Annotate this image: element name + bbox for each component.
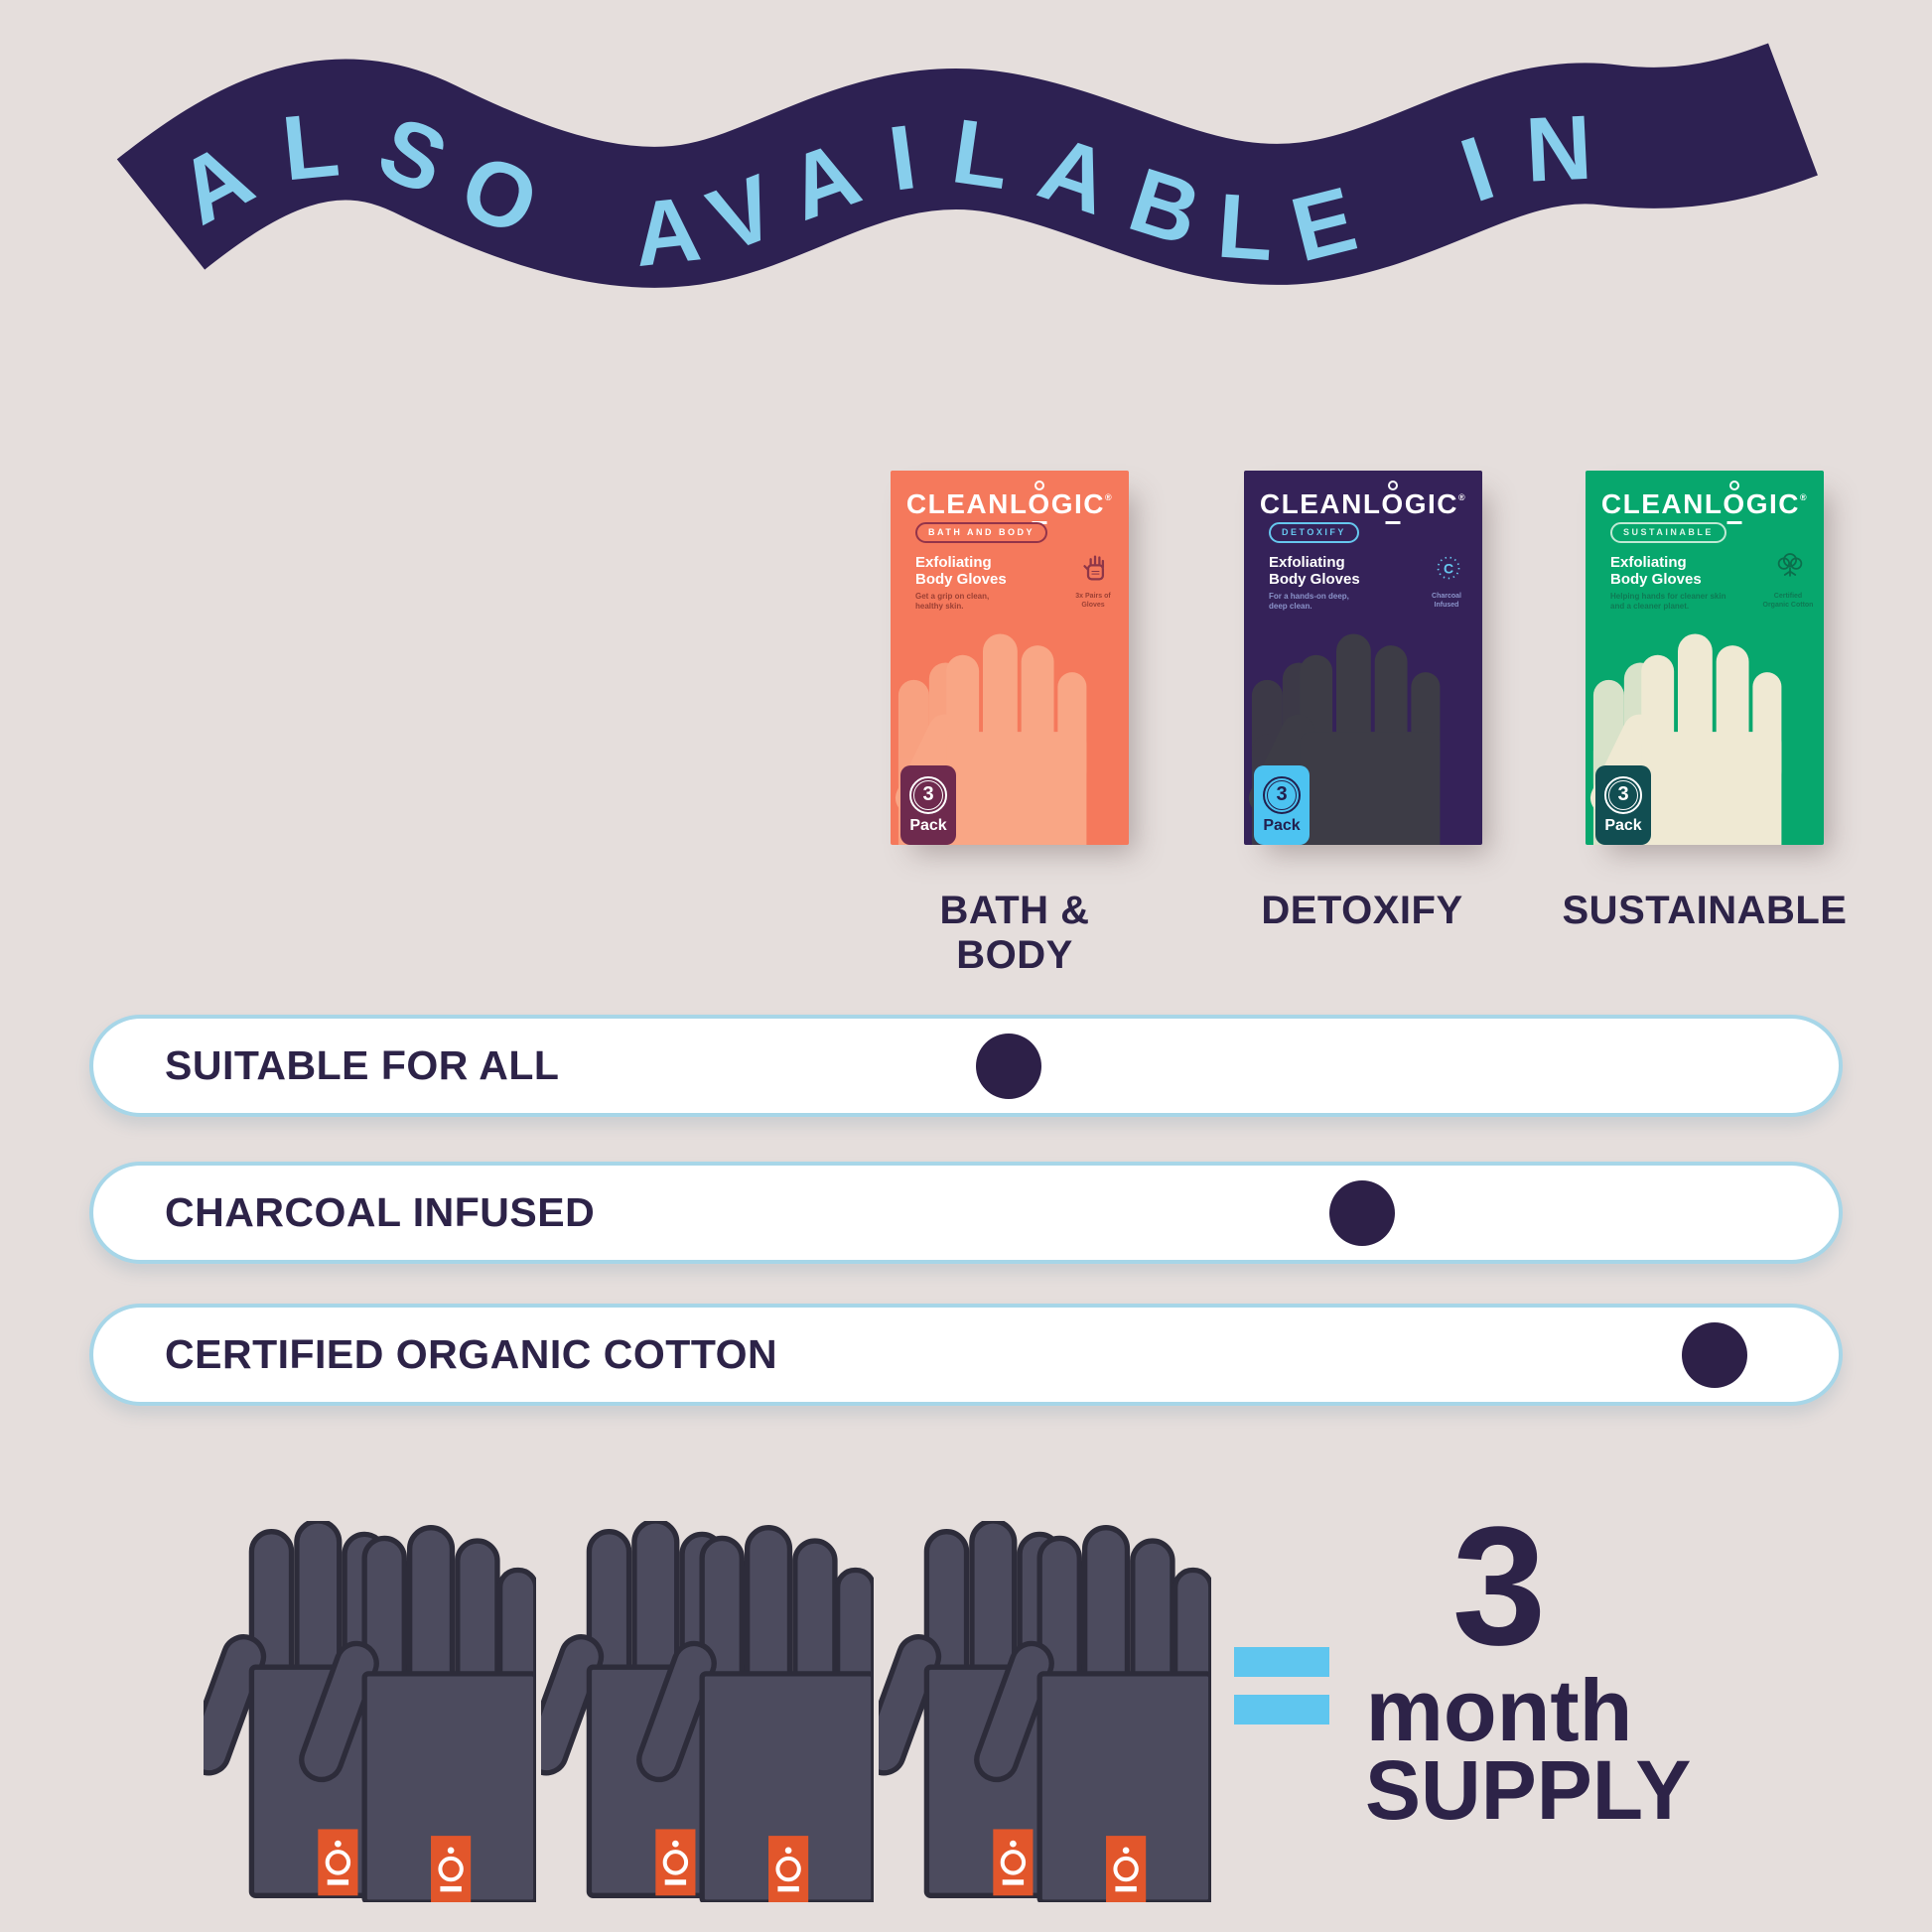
brand-logo-o: O [1723, 488, 1746, 519]
pack-tagline: Helping hands for cleaner skin and a cle… [1610, 592, 1726, 611]
column-label-bath-body: BATH & BODY [939, 889, 1090, 977]
collection-pill: SUSTAINABLE [1610, 522, 1726, 543]
cotton-icon [1777, 553, 1803, 577]
column-label-sustainable: SUSTAINABLE [1562, 889, 1848, 932]
glove-pair-illustration-1 [204, 1521, 536, 1902]
pack-word: Pack [1263, 816, 1301, 834]
glove-pair-illustration-2 [541, 1521, 874, 1902]
equals-sign-top-bar [1234, 1647, 1329, 1677]
brand-logo: CLEANLOGIC® [1586, 488, 1824, 520]
comparison-row-label: CHARCOAL INFUSED [165, 1189, 596, 1235]
glove-icon [1083, 555, 1105, 581]
brand-post: GIC [1404, 488, 1458, 519]
column-label-detoxify: DETOXIFY [1261, 889, 1463, 932]
comparison-row-charcoal-infused: CHARCOAL INFUSED [89, 1162, 1843, 1264]
pack-count-badge: 3 Pack [900, 765, 956, 845]
product-box-detoxify: CLEANLOGIC® DETOXIFY Exfoliating Body Gl… [1244, 471, 1482, 845]
comparison-row-suitable-for-all: SUITABLE FOR ALL [89, 1015, 1843, 1117]
brand-post: GIC [1050, 488, 1105, 519]
svg-text:C: C [1444, 560, 1453, 576]
supply-number: 3 [1451, 1492, 1547, 1681]
equals-sign-bottom-bar [1234, 1695, 1329, 1725]
pack-count-badge: 3 Pack [1595, 765, 1651, 845]
brand-pre: CLEANL [1600, 488, 1724, 519]
registered-mark: ® [1104, 492, 1114, 502]
collection-pill: BATH AND BODY [915, 522, 1047, 543]
pack-tagline: For a hands-on deep, deep clean. [1269, 592, 1349, 611]
pack-title: Exfoliating Body Gloves [1269, 554, 1360, 588]
pack-word: Pack [1604, 816, 1642, 834]
collection-pill: DETOXIFY [1269, 522, 1359, 543]
charcoal-icon: C [1437, 556, 1460, 580]
supply-text-block: 3 month SUPPLY [1365, 1492, 1692, 1837]
pack-tagline: Get a grip on clean, healthy skin. [915, 592, 990, 611]
feature-text: Certified Organic Cotton [1762, 593, 1814, 609]
comparison-row-label: CERTIFIED ORGANIC COTTON [165, 1331, 778, 1377]
pack-word: Pack [909, 816, 947, 834]
registered-mark: ® [1799, 492, 1809, 502]
glove-pair-illustration-3 [879, 1521, 1211, 1902]
pack-title: Exfoliating Body Gloves [915, 554, 1007, 588]
comparison-row-label: SUITABLE FOR ALL [165, 1042, 560, 1088]
dot-bath-body-column [976, 1034, 1041, 1099]
supply-unit: month [1365, 1661, 1633, 1759]
brand-logo-o: O [1028, 488, 1051, 519]
dot-detoxify-column [1329, 1180, 1395, 1246]
comparison-row-certified-organic-cotton: CERTIFIED ORGANIC COTTON [89, 1304, 1843, 1406]
pack-count-badge: 3 Pack [1254, 765, 1310, 845]
pack-title: Exfoliating Body Gloves [1610, 554, 1702, 588]
registered-mark: ® [1457, 492, 1467, 502]
pack-count-circle: 3 [1263, 775, 1301, 814]
brand-logo: CLEANLOGIC® [891, 488, 1129, 520]
product-box-bath-body: CLEANLOGIC® BATH AND BODY Exfoliating Bo… [891, 471, 1129, 845]
brand-logo-o: O [1381, 488, 1405, 519]
brand-post: GIC [1745, 488, 1800, 519]
feature-text: 3x Pairs of Gloves [1075, 593, 1111, 609]
pack-count-circle: 3 [909, 775, 947, 814]
also-available-banner: ALSO AVAILABLE IN [0, 0, 1932, 377]
product-box-sustainable: CLEANLOGIC® SUSTAINABLE Exfoliating Body… [1586, 471, 1824, 845]
brand-pre: CLEANL [905, 488, 1029, 519]
brand-logo: CLEANLOGIC® [1244, 488, 1482, 520]
pack-count-circle: 3 [1604, 775, 1642, 814]
supply-word: SUPPLY [1365, 1743, 1692, 1837]
feature-text: Charcoal Infused [1432, 593, 1461, 609]
dot-sustainable-column [1682, 1322, 1747, 1388]
brand-pre: CLEANL [1259, 488, 1382, 519]
